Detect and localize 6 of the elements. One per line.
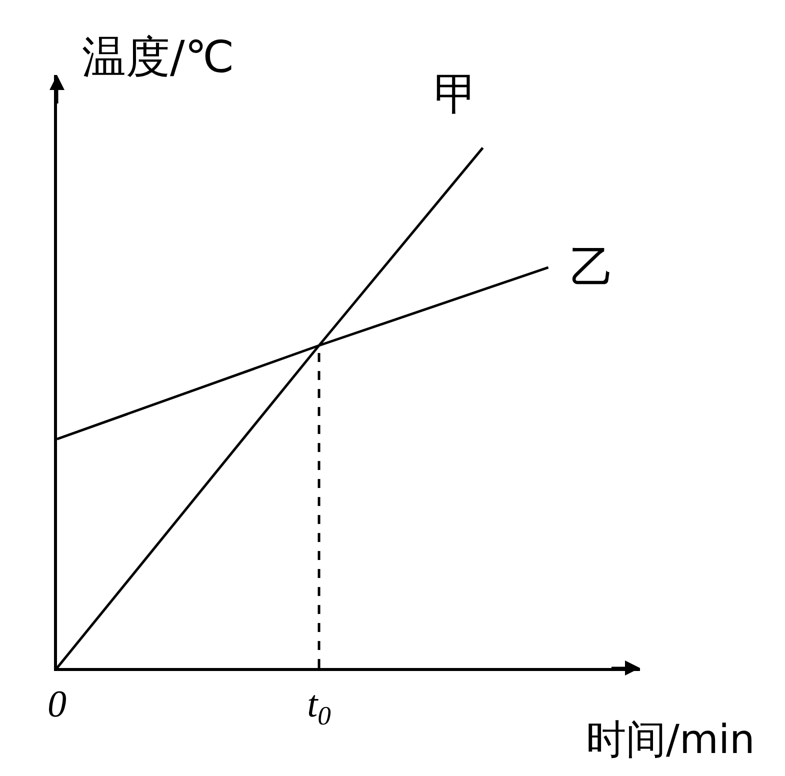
series-label: 甲 — [434, 69, 478, 120]
series-label: 乙 — [570, 242, 614, 293]
y-axis-title: 温度/℃ — [82, 32, 234, 83]
x-axis-title: 时间/min — [586, 717, 755, 763]
x-tick-label: 0 — [48, 683, 66, 726]
x-tick-label: t$_{0}$ — [307, 683, 331, 730]
